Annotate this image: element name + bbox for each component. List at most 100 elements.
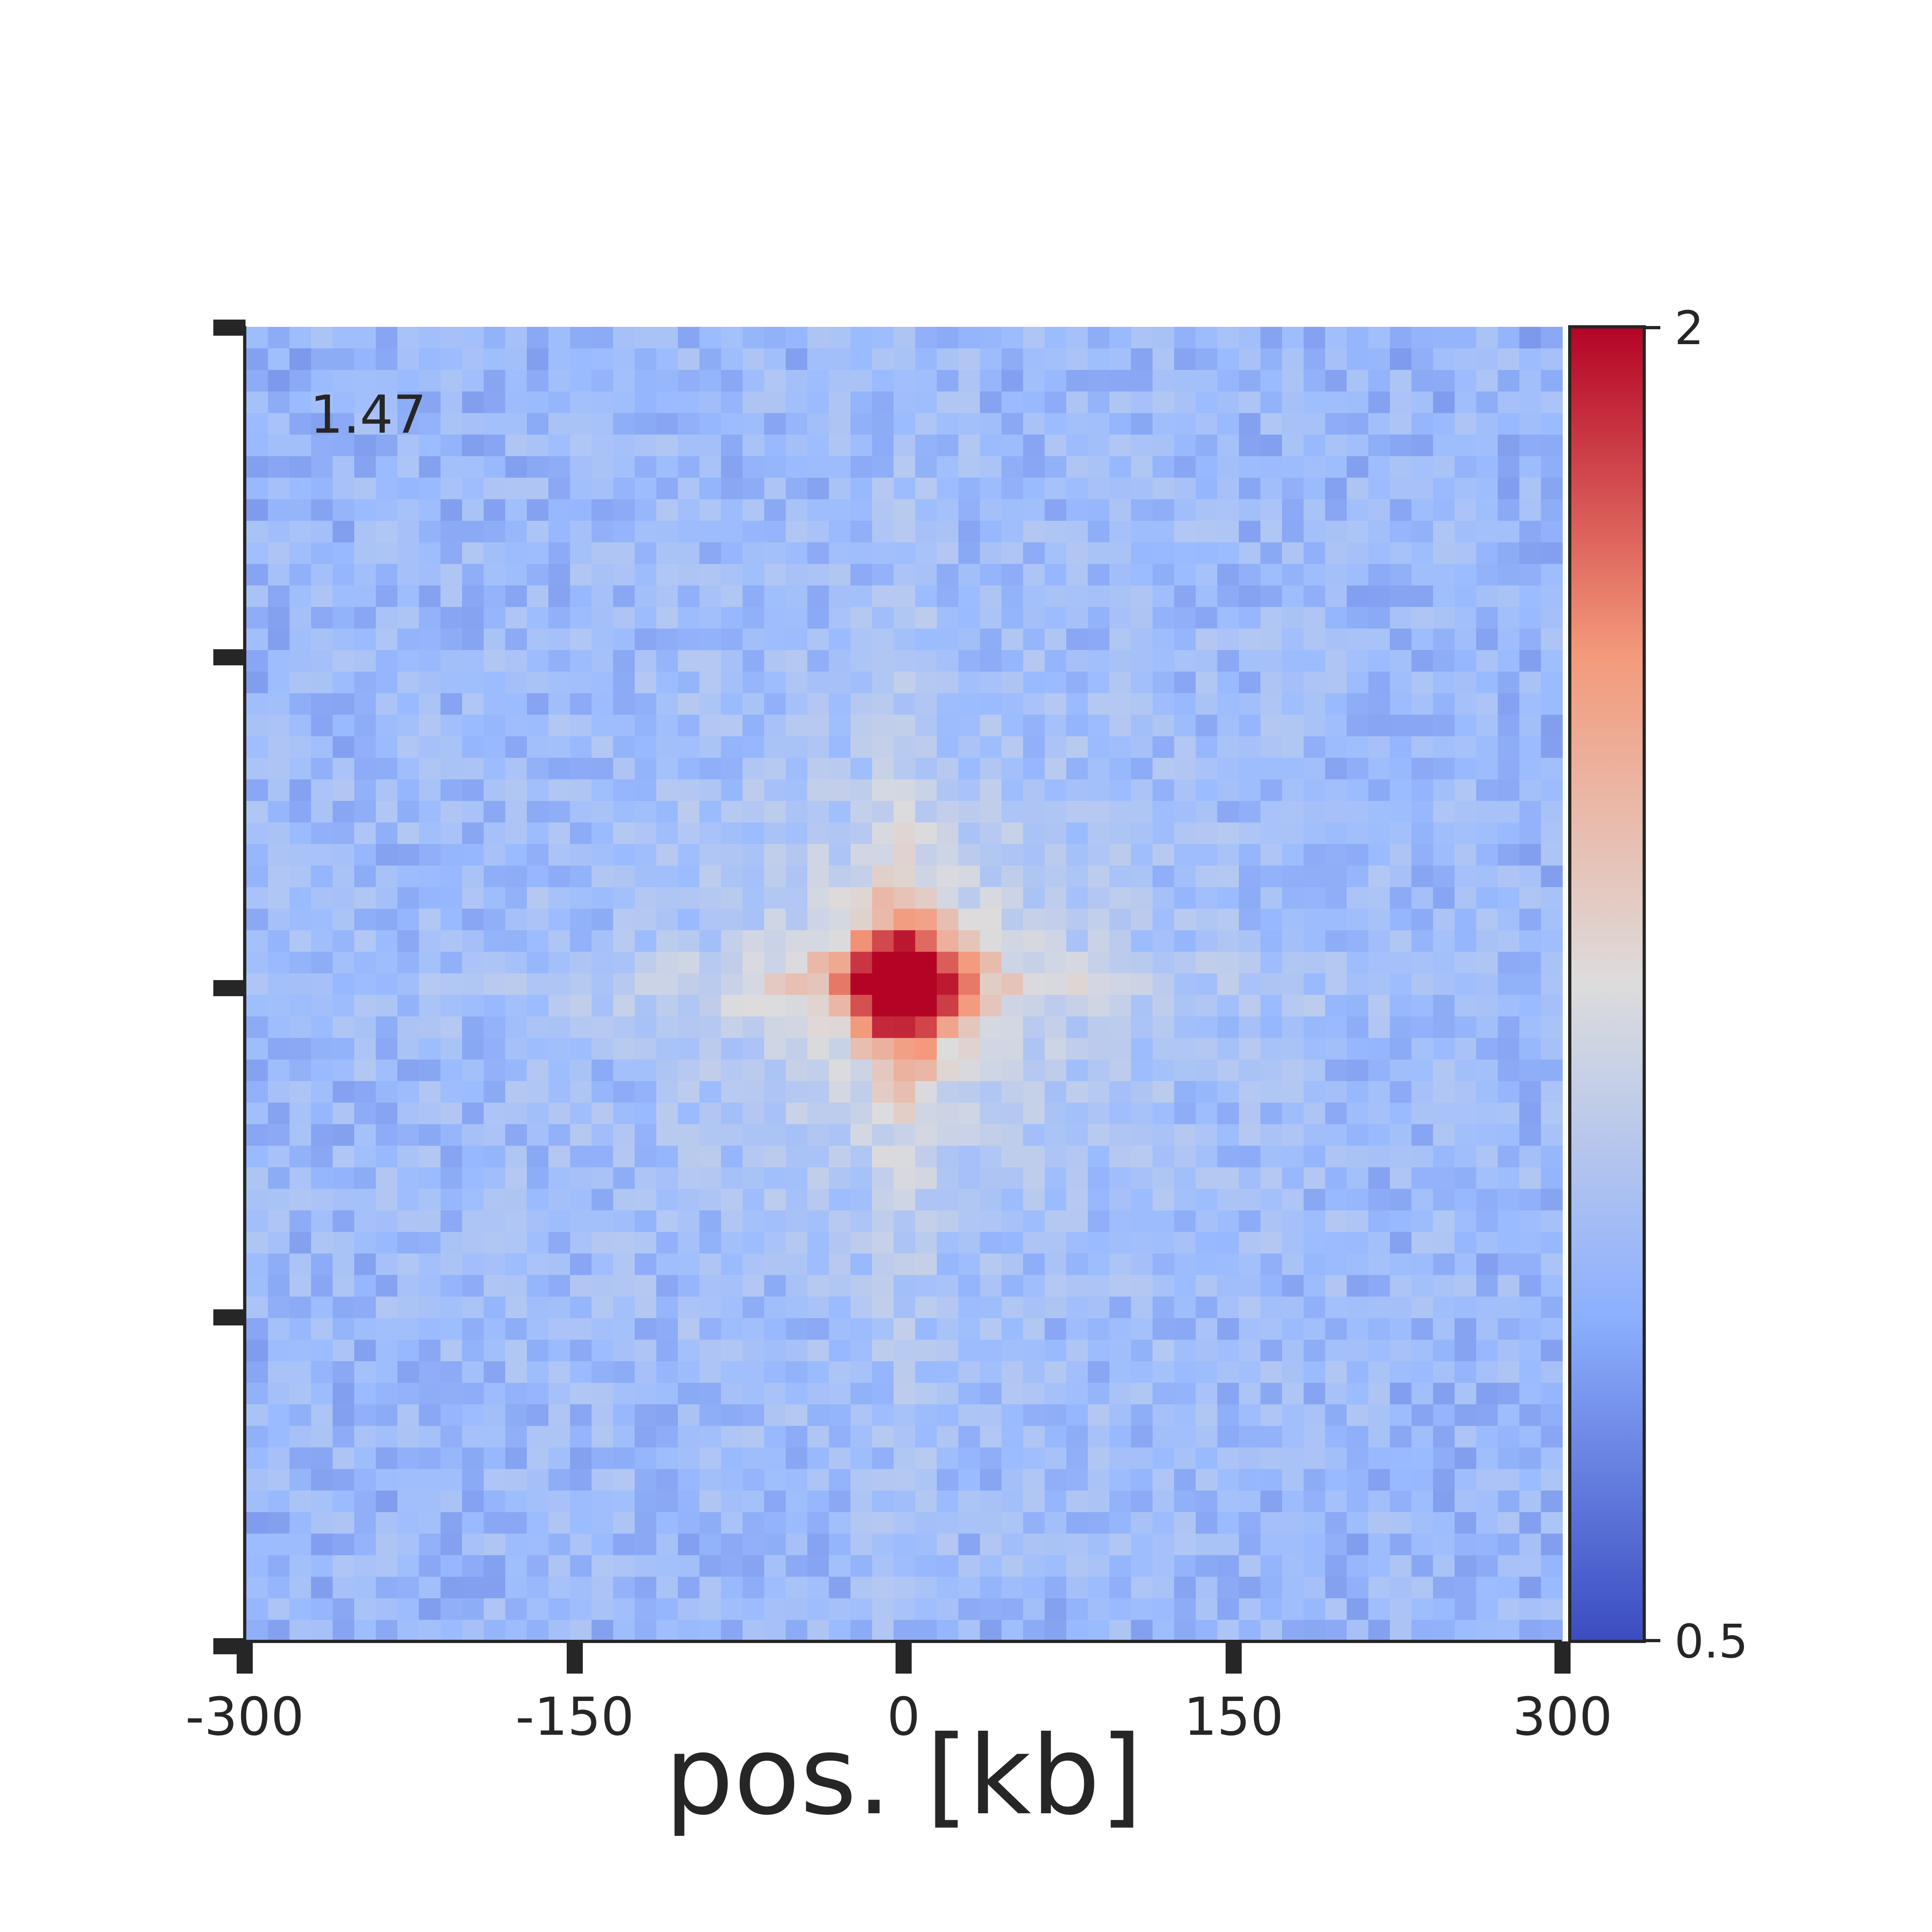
heatmap-cell — [1044, 930, 1067, 952]
heatmap-cell — [1001, 1340, 1024, 1362]
heatmap-cell — [807, 973, 829, 995]
heatmap-cell — [721, 650, 743, 672]
heatmap-cell — [1152, 887, 1174, 909]
heatmap-cell — [656, 456, 678, 478]
heatmap-cell — [483, 628, 506, 650]
heatmap-cell — [915, 930, 937, 952]
heatmap-cell — [1152, 952, 1174, 974]
heatmap-cell — [980, 628, 1002, 650]
heatmap-cell — [613, 1318, 635, 1340]
heatmap-cell — [1131, 499, 1153, 521]
heatmap-cell — [570, 413, 592, 435]
heatmap-cell — [1217, 1598, 1239, 1620]
heatmap-cell — [526, 865, 549, 888]
heatmap-cell — [1109, 1232, 1131, 1254]
heatmap-cell — [634, 1146, 657, 1168]
heatmap-cell — [872, 499, 894, 521]
heatmap-cell — [1238, 1016, 1261, 1038]
heatmap-cell — [786, 736, 808, 758]
heatmap-cell — [1411, 542, 1433, 564]
heatmap-cell — [807, 844, 829, 866]
heatmap-cell — [1066, 1490, 1088, 1513]
heatmap-cell — [699, 1383, 721, 1405]
heatmap-cell — [1174, 628, 1196, 650]
heatmap-cell — [505, 887, 527, 909]
heatmap-cell — [1023, 952, 1045, 974]
heatmap-cell — [1195, 822, 1218, 844]
heatmap-cell — [1023, 1253, 1045, 1276]
heatmap-cell — [354, 1038, 376, 1060]
heatmap-cell — [1001, 1534, 1024, 1556]
heatmap-cell — [699, 1296, 721, 1319]
heatmap-cell — [980, 542, 1002, 564]
heatmap-cell — [1476, 1512, 1498, 1534]
heatmap-cell — [570, 693, 592, 715]
heatmap-cell — [311, 1469, 333, 1491]
heatmap-cell — [440, 1383, 462, 1405]
heatmap-cell — [1498, 822, 1520, 844]
heatmap-cell — [764, 844, 786, 866]
heatmap-cell — [958, 995, 980, 1017]
heatmap-cell — [958, 1253, 980, 1276]
heatmap-cell — [786, 1620, 808, 1642]
heatmap-cell — [1174, 456, 1196, 478]
heatmap-cell — [872, 779, 894, 801]
heatmap-cell — [699, 391, 721, 413]
heatmap-cell — [1390, 585, 1412, 607]
heatmap-cell — [894, 736, 916, 758]
heatmap-cell — [1260, 1469, 1282, 1491]
heatmap-cell — [1498, 1038, 1520, 1060]
heatmap-cell — [1411, 1275, 1433, 1297]
heatmap-cell — [526, 952, 549, 974]
heatmap-cell — [1476, 1124, 1498, 1146]
heatmap-cell — [1217, 930, 1239, 952]
heatmap-cell — [1131, 1167, 1153, 1189]
heatmap-cell — [1174, 801, 1196, 823]
heatmap-cell — [721, 564, 743, 586]
heatmap-cell — [1260, 1383, 1282, 1405]
heatmap-cell — [958, 1318, 980, 1340]
heatmap-cell — [1346, 1059, 1369, 1082]
heatmap-cell — [246, 1189, 268, 1211]
heatmap-cell — [1390, 348, 1412, 370]
heatmap-cell — [894, 952, 916, 974]
heatmap-cell — [526, 650, 549, 672]
heatmap-cell — [1195, 1361, 1218, 1383]
heatmap-cell — [1238, 1426, 1261, 1448]
heatmap-cell — [1195, 1426, 1218, 1448]
heatmap-cell — [656, 628, 678, 650]
heatmap-cell — [1066, 1038, 1088, 1060]
heatmap-cell — [1217, 844, 1239, 866]
heatmap-cell — [505, 1534, 527, 1556]
heatmap-cell — [1282, 1016, 1304, 1038]
heatmap-cell — [1023, 1598, 1045, 1620]
heatmap-cell — [440, 1598, 462, 1620]
heatmap-cell — [1217, 1210, 1239, 1232]
heatmap-cell — [958, 1210, 980, 1232]
heatmap-cell — [246, 348, 268, 370]
heatmap-cell — [850, 887, 873, 909]
heatmap-cell — [980, 1167, 1002, 1189]
heatmap-cell — [1282, 1081, 1304, 1103]
heatmap-cell — [1174, 844, 1196, 866]
heatmap-cell — [980, 1361, 1002, 1383]
heatmap-cell — [1411, 973, 1433, 995]
heatmap-cell — [1498, 1447, 1520, 1470]
heatmap-cell — [1131, 1447, 1153, 1470]
heatmap-cell — [1368, 650, 1390, 672]
heatmap-cell — [1174, 1038, 1196, 1060]
heatmap-cell — [311, 1340, 333, 1362]
heatmap-cell — [1325, 477, 1347, 500]
heatmap-cell — [462, 1189, 484, 1211]
heatmap-cell — [1217, 477, 1239, 500]
heatmap-cell — [570, 714, 592, 737]
heatmap-cell — [1325, 327, 1347, 349]
heatmap-cell — [1390, 327, 1412, 349]
heatmap-cell — [1368, 693, 1390, 715]
heatmap-cell — [807, 908, 829, 931]
heatmap-cell — [1238, 1189, 1261, 1211]
heatmap-cell — [699, 520, 721, 543]
heatmap-cell — [1303, 370, 1325, 392]
heatmap-cell — [915, 779, 937, 801]
heatmap-cell — [526, 1275, 549, 1297]
